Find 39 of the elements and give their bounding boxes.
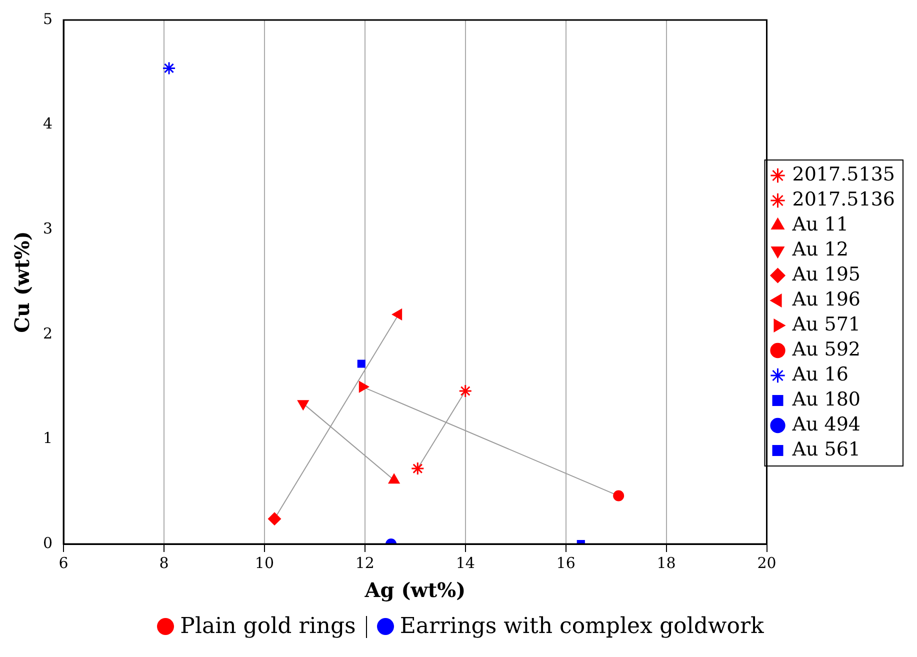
point [268, 512, 282, 526]
x-tick-label: 6 [58, 554, 68, 572]
x-axis-title: Ag (wt%) [364, 578, 466, 602]
legend-label: Au 180 [791, 388, 861, 410]
x-tick-label: 12 [355, 554, 374, 572]
legend-label: Au 16 [791, 363, 848, 386]
legend-label: Au 561 [791, 438, 861, 460]
point [388, 474, 400, 484]
x-tick-label: 14 [456, 554, 475, 572]
point [613, 490, 624, 502]
point [458, 384, 472, 398]
y-tick-label: 5 [42, 10, 53, 28]
legend-label: Au 592 [791, 338, 861, 360]
text: Earrings with complex goldwork [400, 614, 764, 639]
point [410, 462, 424, 476]
x-tick-label: 10 [254, 554, 274, 572]
legend-label: Au 195 [791, 263, 861, 286]
legend-label: Au 494 [791, 413, 861, 436]
legend-label: 2017.5135 [792, 163, 896, 186]
y-tick-label: 1 [42, 429, 53, 448]
y-tick-label: 2 [42, 324, 53, 342]
legend-label: 2017.5136 [792, 188, 896, 210]
x-tick-label: 8 [159, 554, 169, 572]
y-axis-title: Cu (wt%) [10, 231, 34, 333]
point [392, 308, 402, 320]
y-tick-label: 3 [42, 219, 53, 238]
point [162, 61, 176, 75]
x-tick-label: 20 [757, 554, 776, 572]
legend-label: Au 12 [791, 238, 848, 260]
y-tick-label: 4 [42, 114, 53, 133]
point [358, 381, 369, 392]
text: Plain gold rings [180, 614, 356, 639]
x-tick-label: 16 [556, 554, 576, 572]
point [357, 360, 366, 368]
legend-label: Au 196 [791, 288, 861, 310]
legend-label: Au 11 [791, 213, 848, 236]
y-tick-label: 0 [42, 534, 53, 552]
legend-label: Au 571 [791, 313, 861, 336]
x-tick-label: 18 [656, 554, 676, 572]
